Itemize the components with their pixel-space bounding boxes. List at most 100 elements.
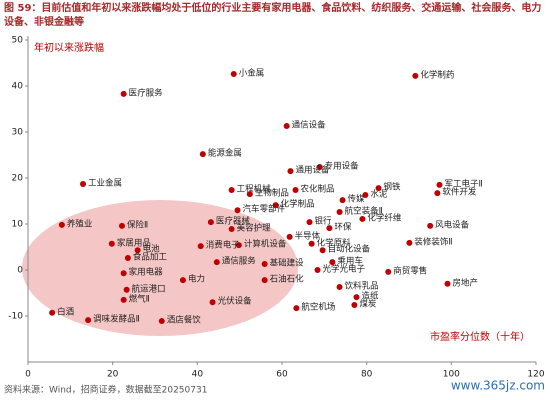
point-label: 美容护理 [237, 223, 272, 234]
point [120, 270, 127, 277]
point [292, 186, 299, 193]
point [197, 243, 204, 250]
point [120, 296, 127, 303]
point-label: 通信设备 [292, 120, 327, 131]
point-label: 半导体 [295, 230, 321, 241]
point-label: 农化制品 [301, 183, 335, 194]
point-label: 化学纤维 [367, 212, 402, 223]
point [134, 247, 141, 254]
point [293, 305, 300, 312]
point-label: 家居用品 [117, 237, 151, 248]
point-label: 养殖业 [67, 218, 93, 229]
y-tick-label: 0 [17, 266, 23, 276]
point-label: 医疗服务 [129, 87, 164, 98]
point [228, 186, 235, 193]
point-label: 光伏设备 [218, 296, 253, 307]
y-tick-label: 40 [12, 82, 24, 92]
point-label: 调味发酵品Ⅱ [93, 314, 140, 325]
point [49, 309, 56, 316]
point [412, 72, 419, 79]
point [213, 259, 220, 266]
point [283, 123, 290, 130]
source: 资料来源：Wind，招商证券，数据截至20250731 [4, 384, 207, 396]
point [336, 284, 343, 291]
watermark: www.365jz.com [451, 379, 545, 393]
point-label: 基础建设 [270, 258, 305, 269]
point [319, 247, 326, 254]
point-label: 汽车零部件 [243, 204, 286, 215]
point-label: 电力 [188, 274, 205, 285]
point-label: 煤炭 [359, 298, 377, 309]
point-label: 工业金属 [88, 177, 122, 188]
point [434, 190, 441, 197]
point-label: 专用设备 [325, 160, 360, 171]
point-label: 食品加工 [133, 252, 168, 263]
x-tick-label: 0 [25, 370, 31, 380]
x-tick-label: 60 [276, 370, 288, 380]
point-label: 航空机场 [301, 302, 335, 313]
point [199, 151, 206, 158]
point-label: 装修装饰Ⅱ [414, 236, 452, 247]
point [316, 163, 323, 170]
point-label: 能源金属 [208, 148, 242, 159]
y-axis-label: 年初以来涨跌幅 [34, 41, 104, 54]
point [326, 225, 333, 232]
point-label: 银行 [315, 216, 333, 227]
point [362, 192, 369, 199]
y-tick-label: 20 [12, 174, 24, 184]
point [207, 219, 214, 226]
point-label: 消费电子 [206, 240, 241, 251]
point [427, 222, 434, 229]
point [339, 197, 346, 204]
point [406, 239, 413, 246]
point-label: 工程机械 [237, 183, 272, 194]
point-label: 白酒 [57, 306, 75, 317]
point [329, 259, 336, 266]
point [123, 286, 130, 293]
point [80, 180, 87, 187]
point-label: 水泥 [370, 189, 388, 200]
point-label: 燃气Ⅱ [129, 293, 150, 304]
point [385, 268, 392, 275]
point-label: 化学制药 [420, 69, 454, 80]
point [306, 219, 313, 226]
point-label: 化学原料 [317, 237, 352, 248]
point [444, 280, 451, 287]
point-label: 饮料乳品 [345, 281, 379, 292]
point-label: 化学制品 [281, 199, 315, 210]
point-label: 生物制品 [255, 188, 289, 199]
point [179, 277, 186, 284]
point [158, 318, 165, 325]
point-label: 医疗器械 [216, 216, 251, 227]
point [359, 215, 366, 222]
point [120, 90, 127, 97]
point-label: 航运港口 [132, 283, 166, 294]
point-label: 软件开发 [442, 187, 477, 198]
point [261, 277, 268, 284]
point [375, 185, 382, 192]
point [85, 317, 92, 324]
point [124, 255, 131, 262]
point-label: 商贸零售 [393, 265, 427, 276]
highlight-region [22, 200, 298, 336]
point [353, 294, 360, 301]
point [272, 202, 279, 209]
point-label: 家用电器 [129, 267, 164, 278]
point [287, 168, 294, 175]
point-label: 环保 [334, 222, 352, 233]
point-label: 石油石化 [270, 274, 305, 285]
y-tick-label: 10 [12, 220, 24, 230]
point-label: 电池 [143, 244, 161, 255]
point-label: 航空装备Ⅱ [345, 206, 383, 217]
point-label: 光学光电子 [323, 264, 366, 275]
x-tick-label: 40 [192, 370, 204, 380]
point [58, 221, 65, 228]
point-label: 传媒 [348, 194, 366, 205]
point [261, 261, 268, 268]
y-tick-label: -10 [8, 312, 23, 322]
point [351, 301, 358, 308]
point [234, 207, 241, 214]
x-axis-label: 市盈率分位数（十年） [430, 330, 530, 343]
